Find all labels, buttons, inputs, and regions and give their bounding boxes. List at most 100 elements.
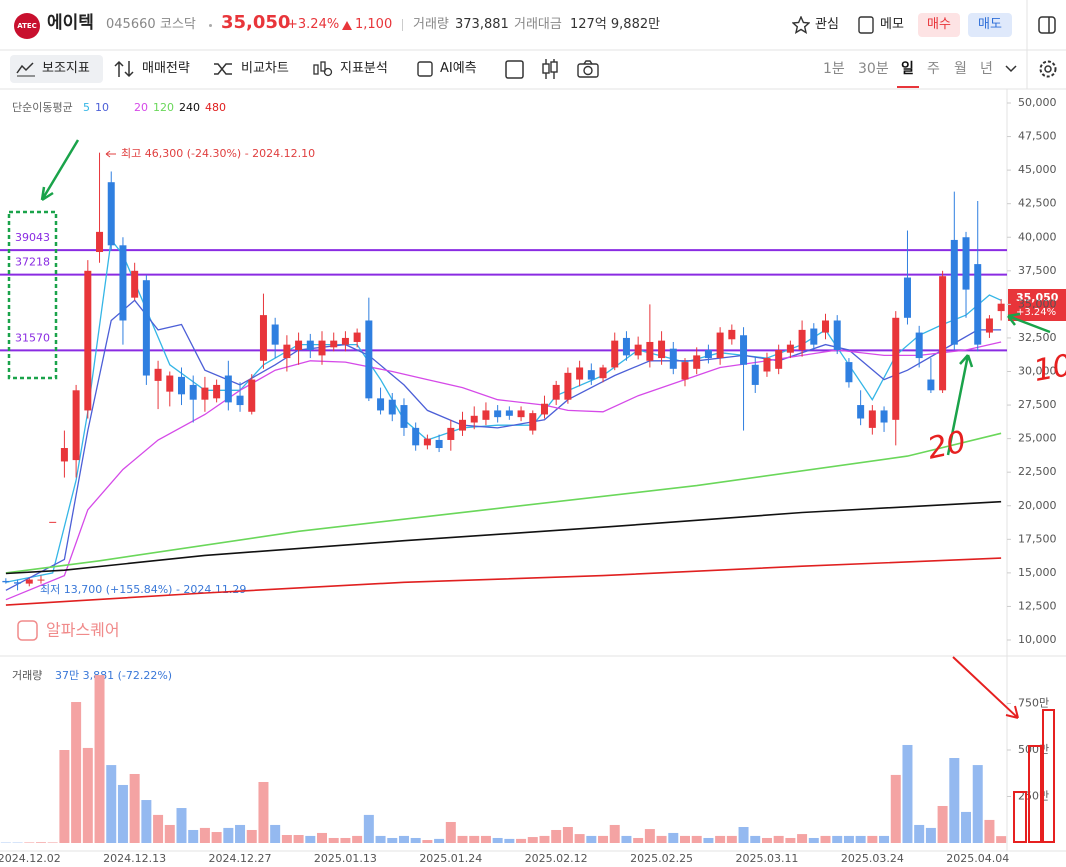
volume-bar: [551, 829, 562, 843]
candle-body: [880, 410, 888, 423]
candle-body: [857, 405, 865, 419]
y-tick-label: 35,000: [1018, 297, 1057, 310]
square-icon[interactable]: [504, 59, 526, 79]
x-tick-label: 2024.12.27: [209, 852, 272, 865]
volume-bar: [633, 837, 644, 843]
tool[interactable]: 지표분석: [340, 61, 388, 76]
buy-button[interactable]: 매수: [918, 13, 960, 37]
y-tick-label: 20,000: [1018, 499, 1057, 512]
candle-body: [903, 277, 911, 318]
tool[interactable]: 보조지표: [42, 61, 90, 76]
candle-body: [681, 362, 689, 380]
price-marker: [1008, 289, 1066, 321]
watermark: 알파스퀘어: [46, 621, 120, 640]
candle-body: [798, 329, 806, 351]
volume-bar: [785, 837, 796, 843]
volume-bar: [106, 765, 117, 843]
candle-icon[interactable]: [540, 58, 560, 80]
price-marker-change: +3.24%: [1016, 307, 1056, 318]
volume-bar: [562, 827, 573, 843]
compare-icon[interactable]: [213, 61, 233, 77]
volume-bar: [609, 824, 620, 843]
volume-bar: [94, 675, 105, 843]
camera-icon[interactable]: [577, 59, 599, 79]
ma-line: [5, 299, 1002, 591]
arrow: [40, 139, 80, 202]
handwritten-note: 10: [1031, 348, 1066, 389]
volume-bar: [35, 842, 46, 843]
tool[interactable]: 매매전략: [142, 61, 190, 76]
analysis-icon[interactable]: [312, 60, 334, 78]
memo-icon[interactable]: [858, 16, 874, 34]
memo-button[interactable]: 메모: [880, 17, 904, 32]
legend-title: 단순이동평균: [12, 101, 73, 114]
legend-entry: 20: [134, 101, 148, 114]
period-active[interactable]: 일: [901, 61, 914, 77]
volume-bar: [504, 838, 515, 843]
period[interactable]: 주: [927, 61, 940, 77]
ai-icon[interactable]: [416, 60, 434, 78]
tool[interactable]: 비교차트: [241, 61, 289, 76]
candle-body: [822, 320, 830, 333]
volume-bar: [761, 837, 772, 843]
volume-bar: [24, 842, 35, 843]
icon: [583, 65, 593, 76]
chevron[interactable]: [1005, 64, 1017, 74]
candle-body: [353, 332, 361, 342]
volume-bar: [808, 837, 819, 843]
icon: [1039, 60, 1057, 78]
candle-body: [962, 237, 970, 290]
arrow: [1007, 312, 1051, 334]
volume-bar: [235, 824, 246, 843]
volume-bar: [211, 832, 222, 843]
volume-bar: [832, 835, 843, 843]
x-tick-label: 2024.12.02: [0, 852, 61, 865]
volume-title: 거래량: [12, 669, 42, 682]
settings-icon[interactable]: [1037, 58, 1059, 80]
candle-body: [763, 358, 771, 372]
strategy-icon[interactable]: [114, 60, 136, 78]
sell-button[interactable]: 매도: [968, 13, 1012, 37]
candle-body: [740, 335, 748, 365]
period[interactable]: 년: [980, 61, 993, 77]
level-label: 37218: [15, 256, 50, 269]
price: 35,050: [221, 12, 291, 33]
icon: [214, 63, 232, 75]
volume-bar: [750, 835, 761, 843]
panel-icon[interactable]: [1038, 16, 1056, 34]
y-tick-label: 45,000: [1018, 163, 1057, 176]
star: [792, 16, 810, 34]
star-icon[interactable]: [792, 16, 810, 34]
candle-body: [388, 399, 396, 415]
volume-bar: [492, 837, 503, 843]
period[interactable]: 1분: [823, 61, 845, 77]
candle-body: [611, 340, 619, 368]
period[interactable]: 30분: [858, 61, 889, 77]
tool[interactable]: AI예측: [440, 61, 477, 76]
candle-body: [295, 340, 303, 351]
indicator-icon[interactable]: [16, 61, 36, 77]
candle-body: [96, 231, 104, 253]
candle-body: [728, 329, 736, 340]
volume-bar: [375, 835, 386, 843]
volume-bar: [82, 747, 93, 843]
volume-bar: [715, 835, 726, 843]
x-tick-label: 2025.01.24: [419, 852, 482, 865]
volume-bar: [726, 835, 737, 843]
ma-line: [5, 500, 1002, 575]
volume-bar: [586, 835, 597, 843]
candle-body: [751, 364, 759, 385]
separator: [402, 19, 403, 31]
watermark-icon: [17, 620, 38, 641]
period[interactable]: 월: [954, 61, 967, 77]
ma-line: [5, 557, 1002, 606]
watch-button[interactable]: 관심: [815, 17, 839, 32]
candle-body: [576, 367, 584, 380]
volume-bar: [176, 808, 187, 843]
market: 코스닥: [160, 17, 196, 32]
candle-body: [435, 439, 443, 449]
candle-body: [37, 579, 45, 581]
candle-body: [119, 245, 127, 321]
y-tick-label: 37,500: [1018, 264, 1057, 277]
